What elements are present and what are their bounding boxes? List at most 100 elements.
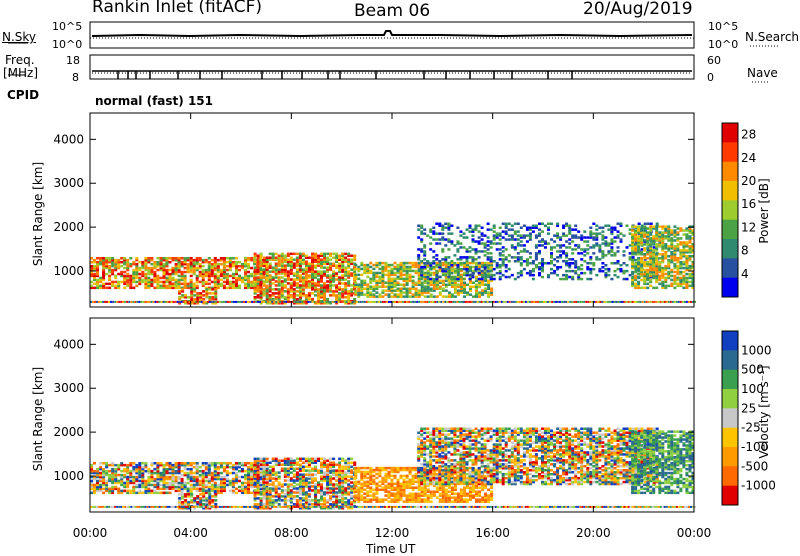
power-echo-cell [208,292,211,295]
power-echo-cell [505,238,508,241]
power-echo-cell [397,282,400,285]
power-ground-cell [199,301,201,303]
velocity-echo-cell [311,468,314,471]
power-echo-cell [202,290,205,293]
velocity-echo-cell [269,466,272,469]
power-echo-cell [559,244,562,247]
power-echo-cell [559,278,562,281]
power-echo-cell [459,230,462,233]
power-echo-cell [646,247,649,250]
power-echo-cell [184,267,187,270]
power-echo-cell [661,267,664,270]
velocity-echo-cell [229,480,232,483]
velocity-echo-cell [93,484,96,487]
power-echo-cell [187,296,190,299]
power-echo-cell [269,253,272,256]
power-ground-cell [195,301,197,303]
power-ground-cell [376,301,378,303]
power-echo-cell [444,256,447,259]
power-ground-cell [650,301,652,303]
power-echo-cell [223,281,226,284]
power-echo-cell [655,253,658,256]
power-echo-cell [626,225,629,228]
power-echo-cell [290,257,293,260]
power-echo-cell [526,250,529,253]
power-echo-cell [487,223,490,226]
power-echo-cell [144,273,147,276]
power-echo-cell [499,227,502,230]
power-echo-cell [544,246,547,249]
power-echo-cell [111,257,114,260]
velocity-echo-cell [311,503,314,506]
velocity-echo-cell [217,462,220,465]
power-ground-cell [150,301,152,303]
velocity-echo-cell [117,488,120,491]
velocity-echo-cell [123,482,126,485]
power-echo-cell [391,268,394,271]
power-echo-cell [514,260,517,263]
power-ground-cell [577,301,579,303]
power-echo-cell [166,285,169,288]
power-ground-cell [541,301,543,303]
power-ground-cell [241,301,243,303]
power-echo-cell [412,293,415,296]
power-ground-cell [183,301,185,303]
velocity-echo-cell [153,472,156,475]
power-echo-cell [156,269,159,272]
power-ground-cell [581,301,583,303]
power-echo-cell [403,291,406,294]
power-echo-cell [601,234,604,237]
power-echo-cell [490,270,493,273]
power-echo-cell [547,274,550,277]
velocity-echo-cell [205,490,208,493]
power-echo-cell [208,261,211,264]
power-echo-cell [178,296,181,299]
power-echo-cell [562,244,565,247]
power-echo-cell [610,238,613,241]
power-echo-cell [302,253,305,256]
power-echo-cell [341,274,344,277]
power-echo-cell [426,260,429,263]
power-ground-cell [154,301,156,303]
velocity-echo-cell [123,490,126,493]
power-echo-cell [317,278,320,281]
power-echo-cell [614,270,617,273]
power-echo-cell [126,259,129,262]
power-echo-cell [123,271,126,274]
power-echo-cell [523,234,526,237]
power-ground-cell [318,301,320,303]
power-echo-cell [667,245,670,248]
power-echo-cell [626,264,629,267]
power-echo-cell [108,283,111,286]
power-echo-cell [105,287,108,290]
power-echo-cell [354,289,357,292]
power-echo-cell [685,241,688,244]
power-echo-cell [229,275,232,278]
power-echo-cell [269,270,272,273]
power-echo-cell [475,266,478,269]
power-echo-cell [547,227,550,230]
power-ground-cell [213,301,215,303]
power-echo-cell [400,288,403,291]
power-echo-cell [614,262,617,265]
velocity-echo-cell [187,493,190,496]
power-echo-cell [269,263,272,266]
power-ground-cell [293,301,295,303]
power-echo-cell [577,230,580,233]
power-echo-cell [493,234,496,237]
power-echo-cell [257,266,260,269]
power-echo-cell [415,282,418,285]
power-ground-cell [370,301,372,303]
power-echo-cell [493,242,496,245]
power-echo-cell [332,270,335,273]
velocity-echo-cell [178,462,181,465]
power-echo-cell [643,225,646,228]
power-ground-cell [259,301,261,303]
power-echo-cell [420,278,423,281]
power-ground-cell [485,301,487,303]
power-echo-cell [538,250,541,253]
velocity-echo-cell [108,470,111,473]
power-echo-cell [490,288,493,291]
power-echo-cell [269,294,272,297]
power-echo-cell [409,274,412,277]
